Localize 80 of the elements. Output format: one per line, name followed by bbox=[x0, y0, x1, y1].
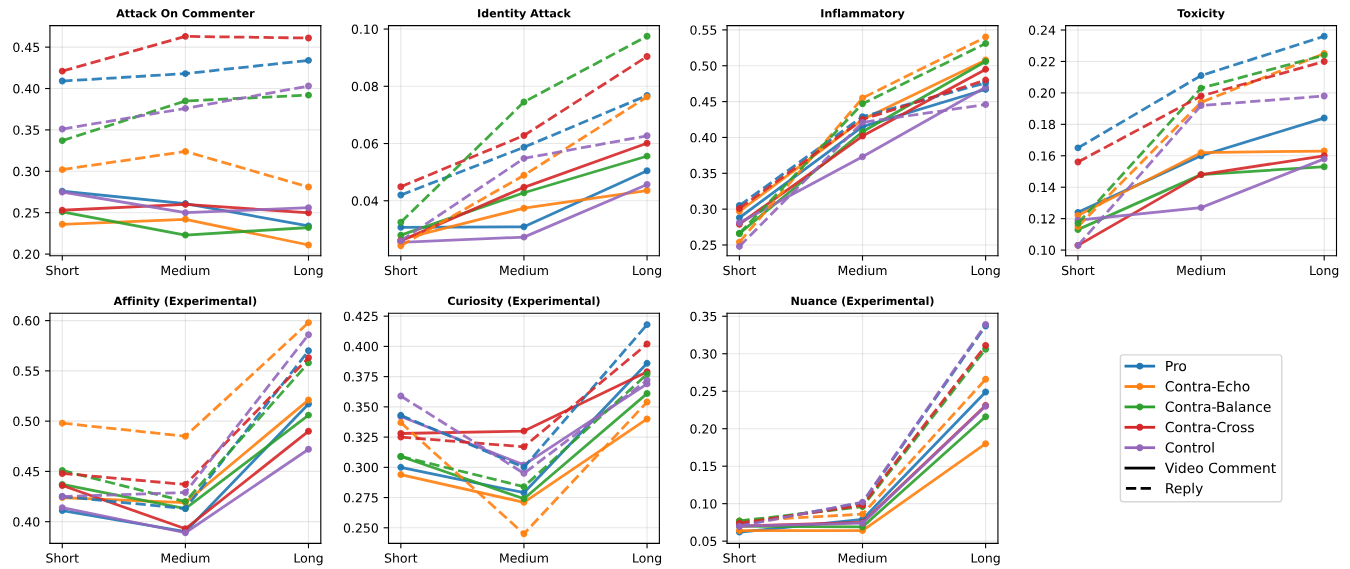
y-tick-label: 0.30 bbox=[690, 204, 717, 215]
y-tick-label: 0.400 bbox=[343, 341, 378, 352]
y-tick-label: 0.35 bbox=[13, 125, 40, 135]
y-tick-label: 0.250 bbox=[343, 523, 378, 533]
chart-title: Inflammatory bbox=[821, 8, 905, 20]
y-tick-label: 0.50 bbox=[690, 61, 717, 71]
legend-label: Contra-Cross bbox=[1165, 421, 1254, 433]
y-tick-label: 0.30 bbox=[13, 166, 40, 177]
y-tick-label: 0.300 bbox=[343, 462, 378, 473]
y-tick-label: 0.14 bbox=[1028, 182, 1056, 193]
x-tick-label: Medium bbox=[500, 265, 548, 276]
x-tick-label: Short bbox=[46, 553, 79, 563]
y-tick-label: 0.10 bbox=[1028, 245, 1056, 255]
y-tick-label: 0.375 bbox=[343, 372, 378, 382]
x-tick-label: Long bbox=[1310, 265, 1339, 278]
y-tick-label: 0.45 bbox=[690, 97, 717, 107]
x-tick-label: Medium bbox=[161, 265, 210, 276]
y-tick-label: 0.40 bbox=[13, 83, 40, 94]
y-tick-label: 0.350 bbox=[343, 402, 378, 412]
y-tick-label: 0.18 bbox=[1028, 119, 1056, 130]
y-tick-label: 0.275 bbox=[343, 493, 378, 503]
x-tick-label: Long bbox=[971, 265, 1000, 278]
x-tick-label: Medium bbox=[838, 265, 887, 276]
y-tick-label: 0.05 bbox=[690, 536, 717, 547]
x-tick-label: Long bbox=[294, 553, 323, 566]
x-tick-label: Medium bbox=[1177, 265, 1225, 276]
y-tick-label: 0.20 bbox=[1028, 88, 1056, 98]
y-tick-label: 0.55 bbox=[13, 366, 40, 376]
y-tick-label: 0.30 bbox=[690, 349, 717, 359]
y-tick-label: 0.06 bbox=[351, 139, 379, 149]
legend-label: Contra-Echo bbox=[1165, 380, 1250, 392]
x-tick-label: Short bbox=[723, 265, 756, 276]
x-tick-label: Short bbox=[723, 553, 756, 563]
y-tick-label: 0.24 bbox=[1028, 25, 1056, 35]
y-tick-label: 0.16 bbox=[1028, 151, 1056, 161]
y-tick-label: 0.45 bbox=[13, 42, 40, 53]
y-tick-label: 0.50 bbox=[13, 416, 40, 427]
x-tick-label: Medium bbox=[838, 553, 887, 563]
y-tick-label: 0.20 bbox=[690, 424, 717, 434]
chart-title: Nuance (Experimental) bbox=[791, 296, 934, 308]
y-tick-label: 0.25 bbox=[690, 240, 717, 250]
legend-label: Reply bbox=[1166, 482, 1203, 497]
y-tick-label: 0.04 bbox=[351, 196, 379, 206]
legend-label: Control bbox=[1165, 442, 1214, 453]
chart-title: Attack On Commenter bbox=[116, 8, 255, 18]
y-tick-label: 0.25 bbox=[690, 386, 717, 397]
y-tick-label: 0.20 bbox=[13, 249, 40, 260]
legend-label: Video Comment bbox=[1164, 462, 1276, 474]
y-tick-label: 0.22 bbox=[1028, 56, 1055, 67]
y-tick-label: 0.60 bbox=[13, 316, 40, 326]
x-tick-label: Short bbox=[1062, 265, 1095, 276]
y-tick-label: 0.12 bbox=[1028, 214, 1055, 224]
chart-title: Affinity (Experimental) bbox=[113, 296, 257, 308]
y-tick-label: 0.10 bbox=[690, 499, 717, 509]
y-tick-label: 0.15 bbox=[690, 461, 717, 472]
legend-label: Contra-Balance bbox=[1165, 401, 1271, 412]
y-tick-label: 0.25 bbox=[13, 208, 40, 218]
x-tick-label: Short bbox=[46, 265, 79, 276]
y-tick-label: 0.325 bbox=[343, 432, 378, 443]
y-tick-label: 0.55 bbox=[690, 25, 717, 35]
y-tick-label: 0.40 bbox=[690, 132, 717, 143]
chart-title: Identity Attack bbox=[478, 8, 572, 20]
x-tick-label: Medium bbox=[161, 553, 210, 563]
legend-label: Pro bbox=[1166, 360, 1187, 372]
y-tick-label: 0.10 bbox=[351, 24, 378, 34]
y-tick-label: 0.45 bbox=[13, 466, 40, 477]
x-tick-label: Short bbox=[384, 553, 418, 563]
x-tick-label: Short bbox=[384, 265, 418, 276]
chart-title: Curiosity (Experimental) bbox=[447, 296, 600, 308]
x-tick-label: Long bbox=[633, 265, 662, 278]
y-tick-label: 0.40 bbox=[13, 517, 40, 527]
chart-title: Toxicity bbox=[1177, 8, 1225, 20]
x-tick-label: Long bbox=[294, 265, 323, 278]
y-tick-label: 0.425 bbox=[343, 311, 378, 322]
y-tick-label: 0.35 bbox=[690, 311, 717, 322]
y-tick-label: 0.08 bbox=[351, 81, 378, 92]
y-tick-label: 0.35 bbox=[690, 168, 717, 179]
x-tick-label: Long bbox=[971, 553, 1000, 566]
x-tick-label: Medium bbox=[500, 553, 548, 563]
x-tick-label: Long bbox=[633, 553, 662, 566]
